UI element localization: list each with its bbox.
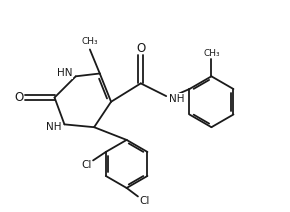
- Text: NH: NH: [169, 94, 184, 104]
- Text: CH₃: CH₃: [203, 49, 220, 58]
- Text: O: O: [14, 91, 23, 104]
- Text: CH₃: CH₃: [81, 37, 98, 46]
- Text: NH: NH: [46, 122, 61, 132]
- Text: Cl: Cl: [82, 160, 92, 170]
- Text: Cl: Cl: [139, 196, 149, 206]
- Text: HN: HN: [57, 68, 72, 78]
- Text: O: O: [136, 42, 145, 55]
